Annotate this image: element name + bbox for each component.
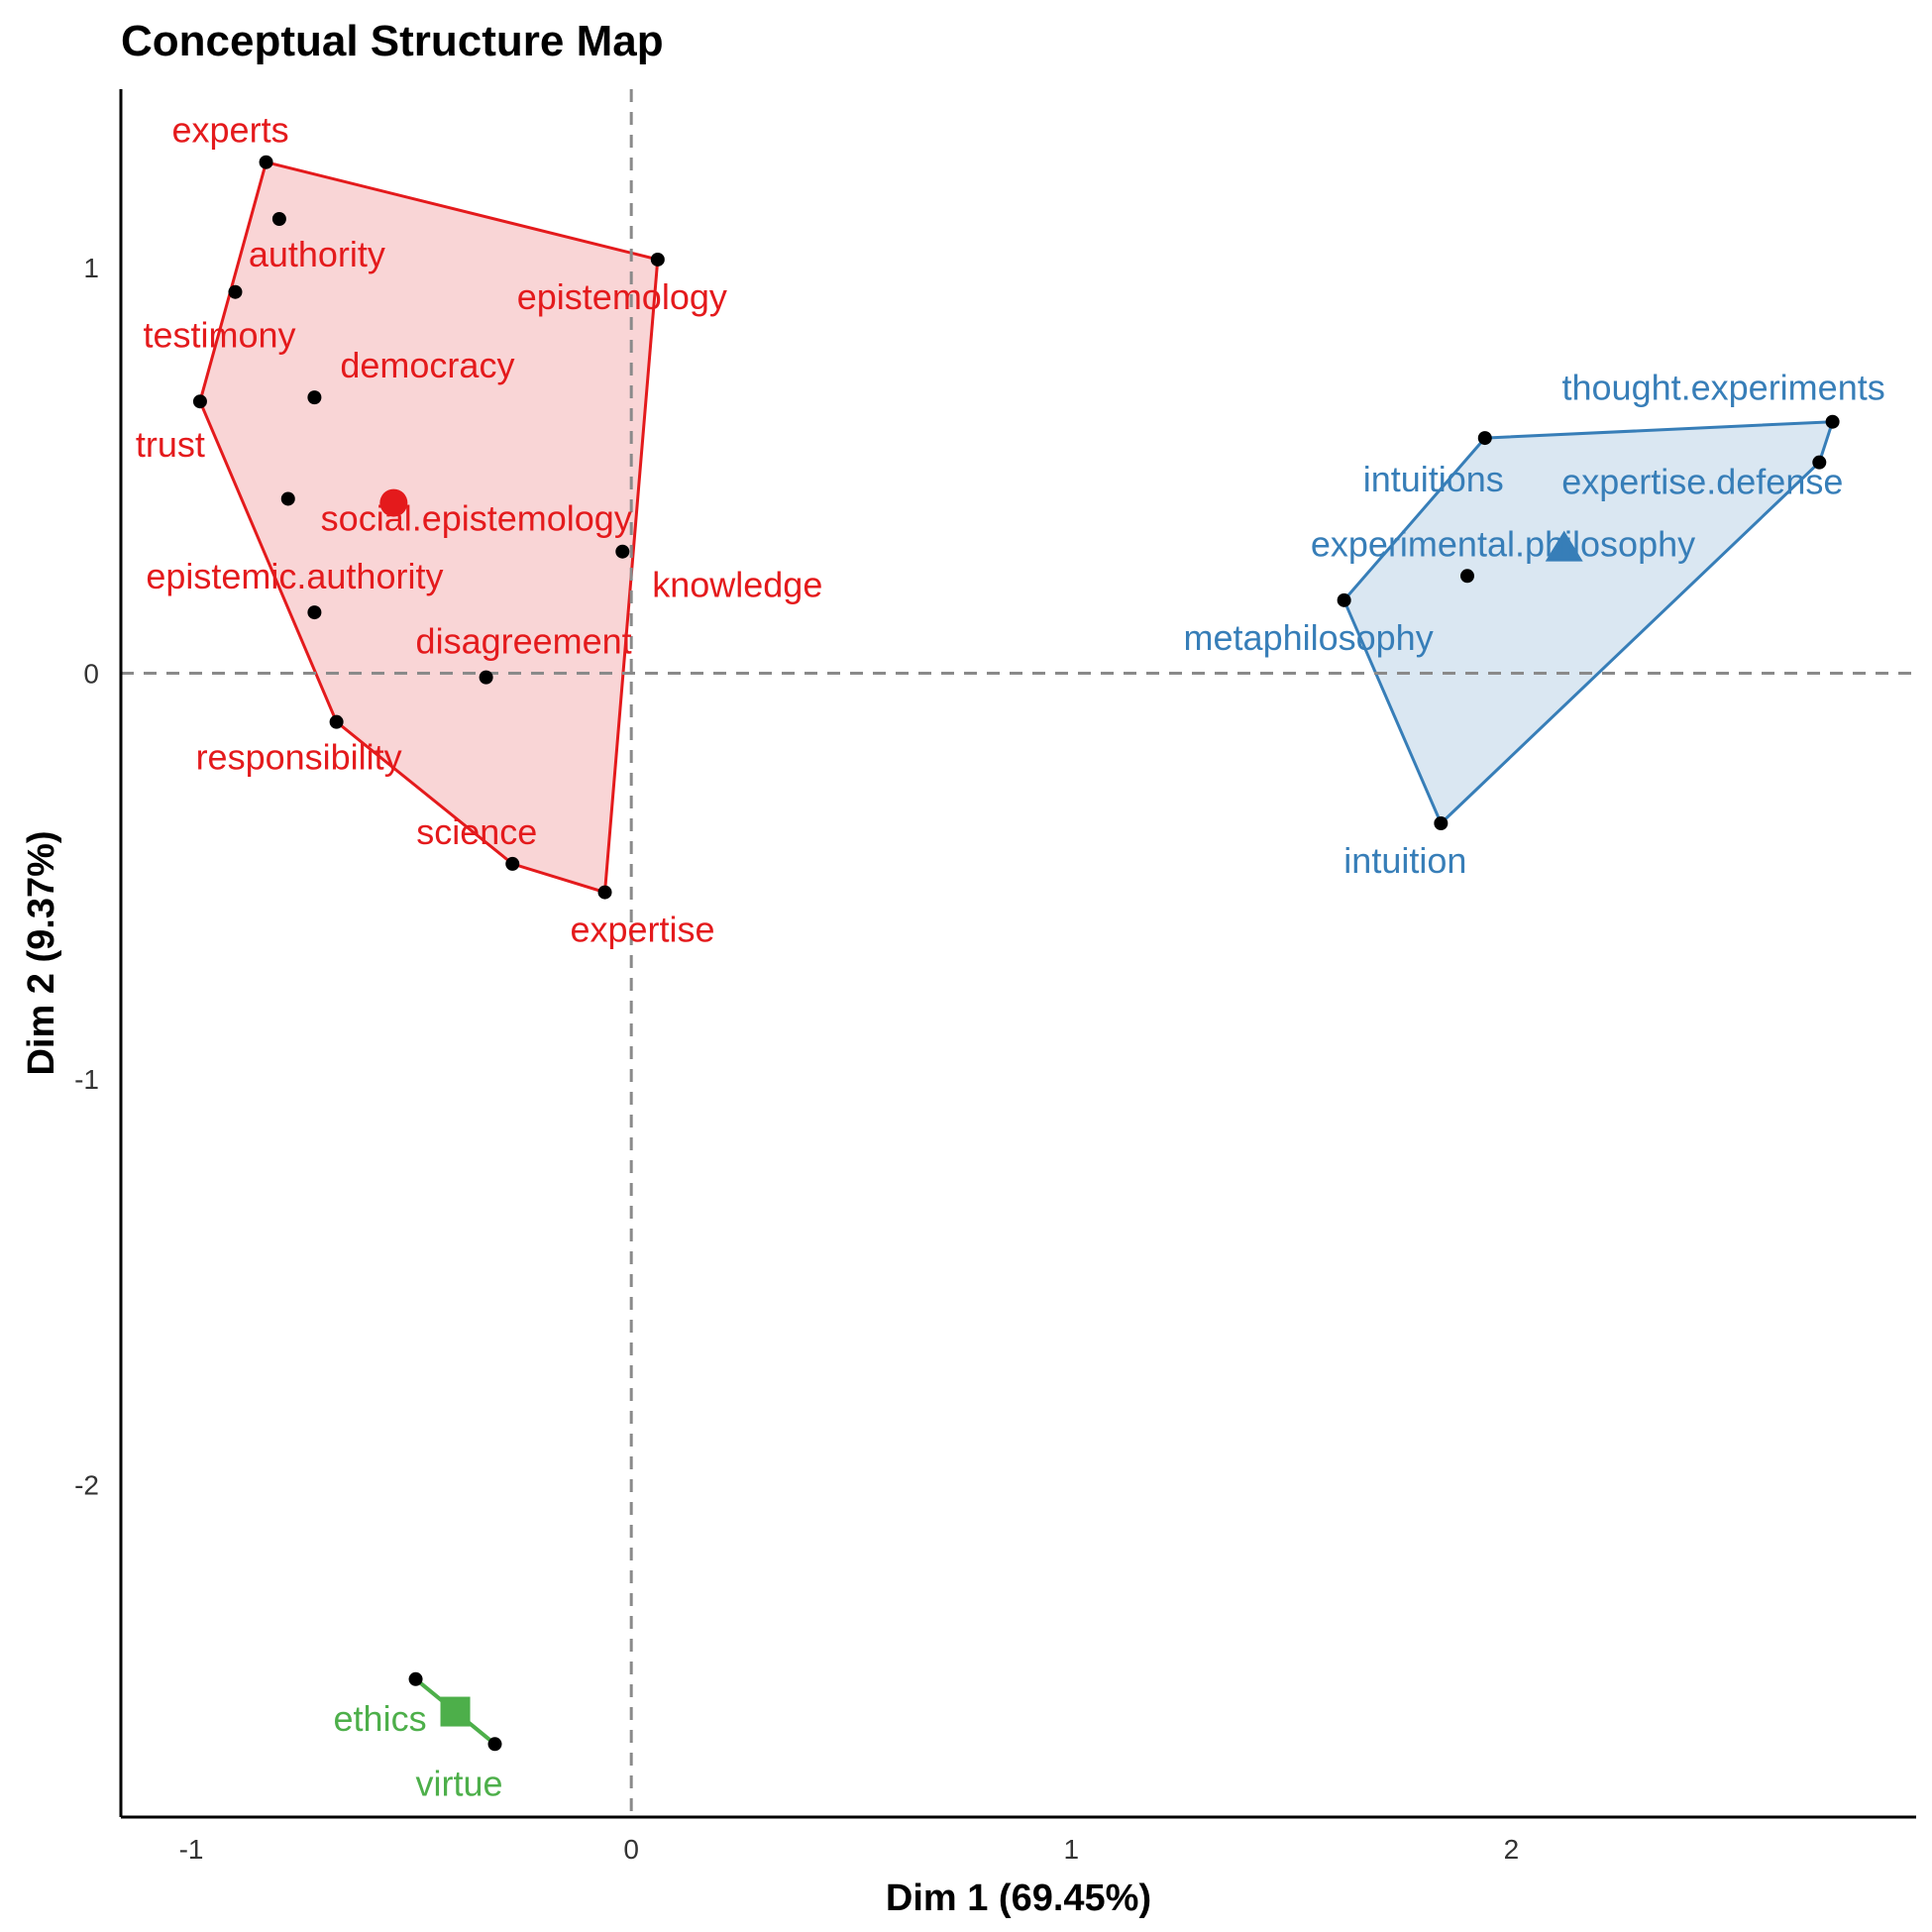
point-authority <box>271 212 286 227</box>
point-disagreement <box>479 670 493 685</box>
label-epistemology: epistemology <box>517 276 727 317</box>
y-axis-ticks: -2 -1 0 1 <box>74 253 99 1500</box>
cluster-centroids <box>379 488 1583 1727</box>
x-tick-label: -1 <box>179 1834 204 1865</box>
label-expertise: expertise <box>570 910 714 950</box>
data-points <box>192 155 1840 1752</box>
label-science: science <box>416 811 537 852</box>
point-expertise-defense <box>1812 455 1827 470</box>
y-tick-label: -2 <box>74 1469 99 1500</box>
label-knowledge: knowledge <box>652 565 822 605</box>
point-intuition <box>1434 815 1449 830</box>
point-experimental-philosophy <box>1460 569 1474 584</box>
chart-title: Conceptual Structure Map <box>121 17 664 65</box>
label-responsibility: responsibility <box>196 737 402 778</box>
y-tick-label: 0 <box>83 659 99 690</box>
cluster-1-centroid <box>379 488 408 517</box>
point-epistemology <box>650 252 665 267</box>
label-virtue: virtue <box>415 1763 502 1803</box>
cluster-3-centroid <box>440 1696 471 1727</box>
label-authority: authority <box>249 234 385 274</box>
point-responsibility <box>329 714 344 729</box>
point-labels: experts authority testimony democracy trust e… <box>136 110 1885 1804</box>
point-science <box>505 856 520 871</box>
cluster-2-hull <box>1342 420 1835 826</box>
label-democracy: democracy <box>340 345 514 385</box>
label-metaphilosophy: metaphilosophy <box>1184 617 1434 658</box>
label-intuitions: intuitions <box>1363 459 1504 499</box>
y-axis-title: Dim 2 (9.37%) <box>21 830 62 1075</box>
label-thought-experiments: thought.experiments <box>1562 368 1885 408</box>
point-metaphilosophy <box>1337 592 1351 607</box>
label-testimony: testimony <box>143 315 295 356</box>
point-thought-experiments <box>1825 414 1840 429</box>
point-testimony <box>228 284 243 299</box>
label-social-epistemology: social.epistemology <box>321 497 632 538</box>
point-knowledge <box>615 544 630 559</box>
x-tick-label: 2 <box>1504 1834 1520 1865</box>
point-ethics <box>408 1671 423 1686</box>
y-tick-label: -1 <box>74 1064 99 1095</box>
point-virtue <box>487 1737 502 1752</box>
point-epistemic-authority <box>307 605 322 620</box>
point-democracy <box>307 390 322 405</box>
point-trust <box>192 394 207 409</box>
label-experimental-philosophy: experimental.philosophy <box>1311 523 1695 564</box>
point-expertise <box>597 885 612 900</box>
label-intuition: intuition <box>1343 840 1466 881</box>
x-axis-ticks: -1 0 1 2 <box>179 1834 1520 1865</box>
cluster-2-centroid <box>1545 530 1583 562</box>
x-axis-title: Dim 1 (69.45%) <box>886 1878 1151 1919</box>
x-tick-label: 0 <box>623 1834 639 1865</box>
label-expertise-defense: expertise.defense <box>1561 462 1843 502</box>
label-trust: trust <box>136 424 205 465</box>
x-tick-label: 1 <box>1064 1834 1080 1865</box>
point-intuitions <box>1477 431 1492 446</box>
label-ethics: ethics <box>334 1698 427 1739</box>
point-experts <box>259 155 273 169</box>
label-disagreement: disagreement <box>416 621 632 662</box>
label-experts: experts <box>172 110 289 151</box>
point-social-epistemology <box>280 491 295 506</box>
y-tick-label: 1 <box>83 253 99 283</box>
label-epistemic-authority: epistemic.authority <box>146 556 443 596</box>
